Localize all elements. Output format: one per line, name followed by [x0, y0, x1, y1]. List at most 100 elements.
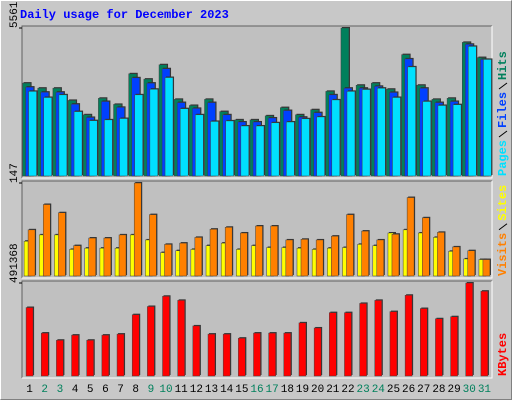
- bar: [404, 295, 413, 377]
- bar: [253, 332, 261, 377]
- bar: [58, 94, 68, 177]
- bar: [86, 339, 94, 377]
- bar: [119, 118, 128, 177]
- x-tick-label: 24: [372, 384, 386, 396]
- bar: [480, 290, 489, 377]
- bar: [468, 46, 477, 177]
- bar: [407, 66, 416, 177]
- bar: [116, 333, 125, 377]
- bar: [27, 229, 36, 277]
- bar: [133, 182, 142, 277]
- x-tick-label: 31: [478, 384, 492, 396]
- legend-label: Files: [496, 92, 510, 128]
- bar: [177, 300, 185, 377]
- legend-separator: [498, 130, 508, 138]
- x-tick-label: 26: [402, 384, 415, 396]
- bar: [301, 118, 310, 177]
- bar: [162, 296, 170, 377]
- legend-label: Visits: [496, 233, 510, 276]
- x-tick-label: 17: [266, 384, 279, 396]
- bar: [315, 239, 324, 277]
- bar: [331, 235, 339, 277]
- bar: [482, 259, 491, 277]
- x-tick-label: 22: [341, 384, 354, 396]
- bar: [71, 334, 79, 377]
- x-tick-label: 16: [250, 384, 263, 396]
- x-tick-label: 30: [463, 384, 476, 396]
- bar: [268, 332, 276, 377]
- legend-separator: [498, 82, 508, 90]
- x-tick-label: 28: [432, 384, 445, 396]
- bar: [164, 77, 174, 177]
- bar: [88, 120, 98, 177]
- bar: [283, 332, 292, 377]
- bar: [483, 59, 492, 177]
- bar: [392, 97, 401, 177]
- bar: [300, 239, 309, 277]
- bar: [192, 325, 201, 377]
- bar: [270, 225, 278, 277]
- x-tick-label: 1: [26, 384, 33, 396]
- x-tick-label: 3: [57, 384, 64, 396]
- x-tick-label: 10: [159, 384, 172, 396]
- bar: [298, 322, 307, 377]
- x-tick-label: 25: [387, 384, 400, 396]
- x-tick-label: 5: [87, 384, 94, 396]
- bar: [391, 233, 400, 277]
- bar: [209, 228, 218, 277]
- bar: [422, 217, 430, 277]
- bar: [346, 214, 354, 277]
- bar: [329, 312, 337, 377]
- bar: [361, 89, 371, 177]
- bar: [450, 316, 458, 377]
- bar: [43, 97, 52, 177]
- bar: [376, 239, 385, 277]
- bar: [437, 105, 447, 177]
- bar: [359, 303, 367, 377]
- bar: [179, 108, 189, 177]
- bar: [195, 114, 204, 177]
- bar: [240, 125, 250, 177]
- bar: [101, 334, 110, 377]
- bar: [422, 101, 432, 177]
- bar: [389, 311, 398, 377]
- bar: [131, 314, 140, 377]
- bar: [361, 230, 369, 277]
- bar: [255, 125, 265, 177]
- bar: [179, 242, 187, 277]
- bar: [58, 212, 66, 277]
- plot-border: [22, 181, 493, 279]
- x-tick-label: 20: [311, 384, 324, 396]
- x-tick-label: 14: [220, 384, 234, 396]
- bar: [194, 237, 203, 277]
- bar: [73, 245, 81, 277]
- bar: [344, 312, 352, 377]
- bar: [40, 332, 49, 377]
- x-tick-label: 9: [148, 384, 155, 396]
- legend-label: Hits: [496, 51, 510, 80]
- x-tick-label: 21: [326, 384, 340, 396]
- bar: [103, 237, 112, 277]
- bar: [406, 197, 415, 277]
- chart-title: Daily usage for December 2023: [20, 8, 229, 22]
- x-tick-label: 13: [205, 384, 218, 396]
- bar: [316, 116, 325, 177]
- bar: [346, 91, 356, 177]
- bar: [28, 91, 37, 177]
- bar: [313, 327, 322, 377]
- bar: [222, 333, 231, 377]
- bar: [134, 94, 143, 177]
- bar: [270, 122, 280, 177]
- x-tick-label: 27: [417, 384, 430, 396]
- bar: [240, 232, 248, 277]
- bar: [374, 300, 383, 377]
- bar: [73, 111, 83, 177]
- x-tick-label: 8: [132, 384, 139, 396]
- bar: [286, 121, 295, 177]
- bar: [331, 99, 341, 177]
- legend-label: Sites: [496, 185, 510, 221]
- plot-border: [21, 180, 492, 278]
